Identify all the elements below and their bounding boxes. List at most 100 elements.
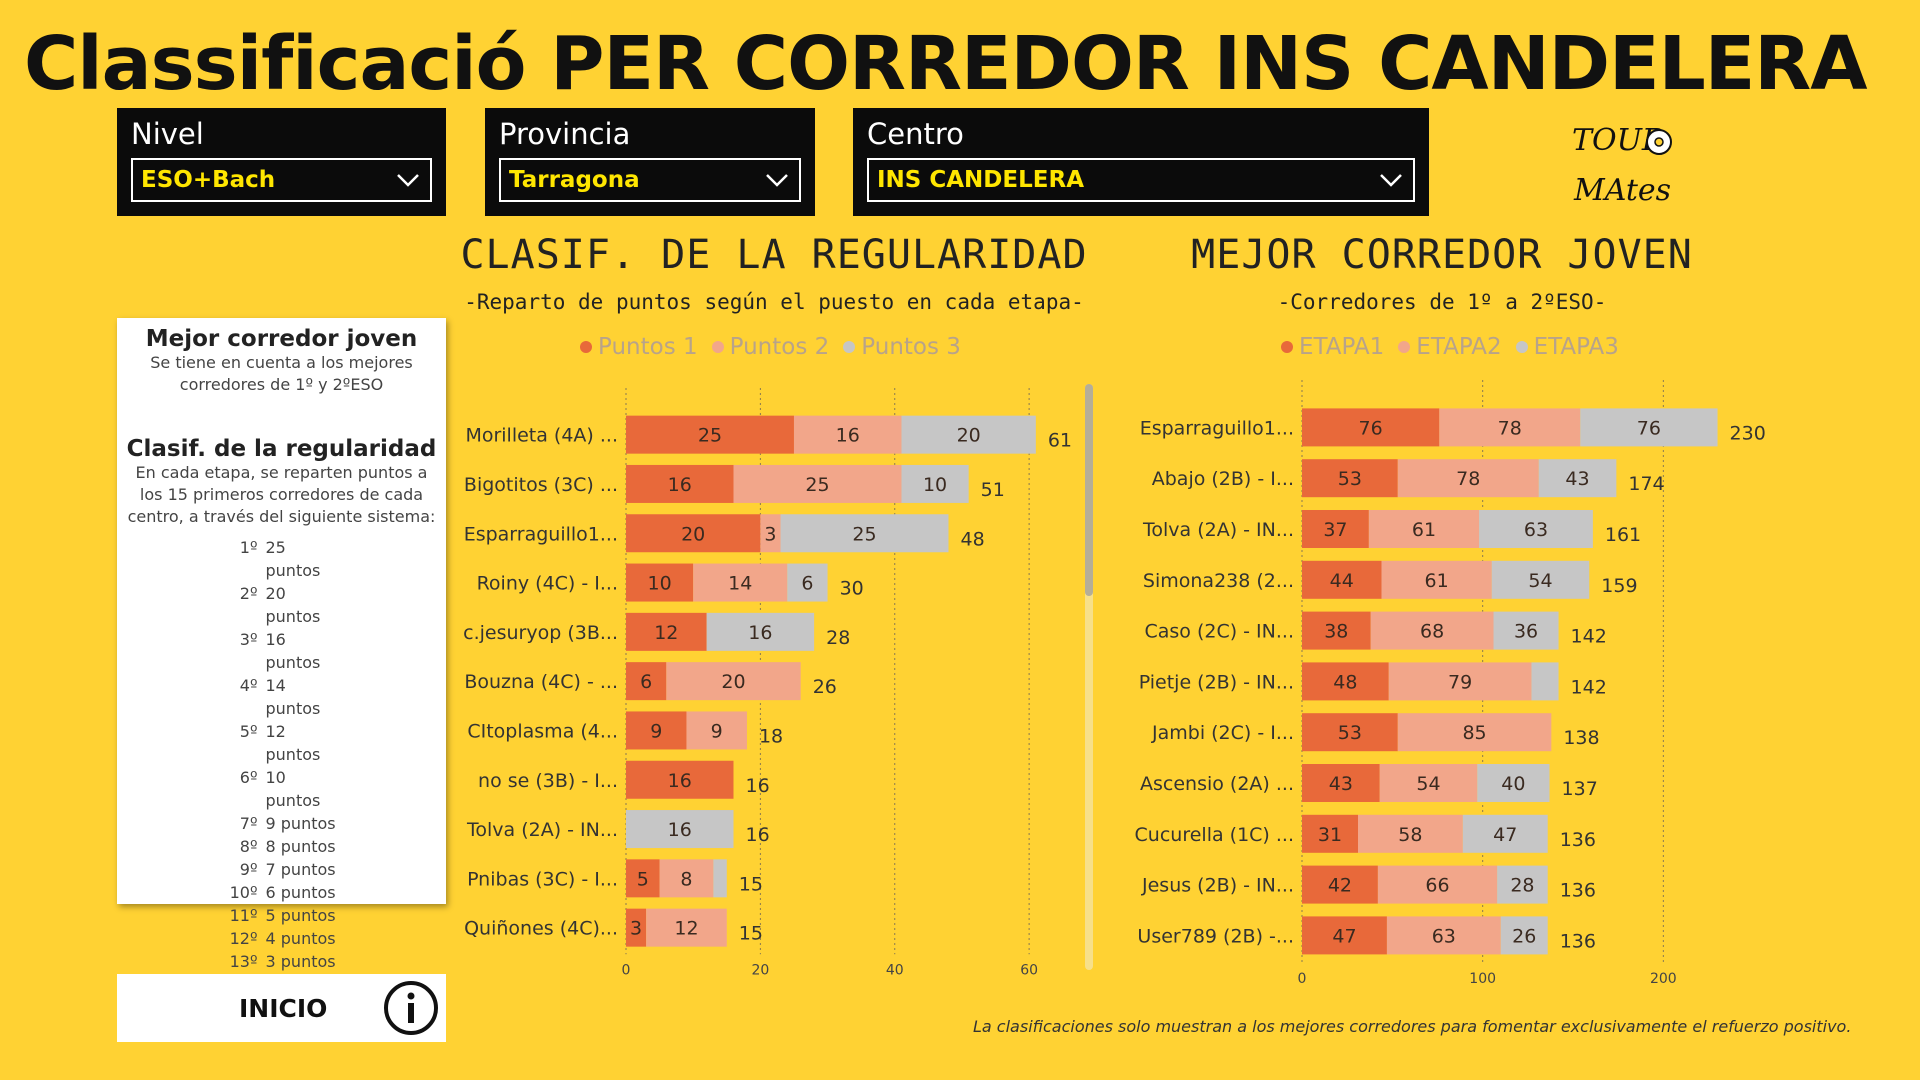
bar-segment[interactable] [901, 464, 969, 503]
bar-segment[interactable] [1370, 611, 1494, 650]
legend-item-puntos3[interactable]: Puntos 3 [843, 334, 961, 360]
category-label: Tolva (2A) - IN... [1142, 519, 1294, 541]
bar-segment[interactable] [1302, 814, 1359, 853]
bar-segment[interactable] [1302, 611, 1371, 650]
bar-segment[interactable] [1302, 408, 1440, 447]
bar-data-label: 53 [1338, 722, 1362, 744]
bar-segment[interactable] [626, 760, 734, 799]
bar-segment[interactable] [626, 908, 647, 947]
bar-segment[interactable] [1531, 662, 1559, 701]
bar-segment[interactable] [733, 464, 902, 503]
bar-total-label: 16 [746, 824, 770, 846]
bar-segment[interactable] [1479, 510, 1593, 548]
bar-total-label: 15 [739, 923, 763, 945]
bar-data-label: 76 [1359, 417, 1383, 439]
bar-segment[interactable] [626, 514, 761, 553]
chart2-legend: ETAPA1 ETAPA2 ETAPA3 [1281, 334, 1619, 360]
chart2-subtitle: -Corredores de 1º a 2ºESO- [1277, 290, 1607, 314]
bar-segment[interactable] [1580, 408, 1718, 447]
bar-segment[interactable] [1368, 510, 1480, 548]
slicer-nivel-dropdown[interactable]: ESO+Bach [131, 158, 432, 202]
bar-segment[interactable] [1439, 408, 1581, 447]
points-position: 9º [239, 860, 258, 879]
chart1-scrollbar-thumb[interactable] [1085, 384, 1093, 596]
joven-chart: 0 100 200 Esparraguillo1... 76 78 76 230 Abajo (… [1135, 380, 1766, 987]
bar-total-label: 137 [1562, 778, 1598, 800]
legend-item-etapa3[interactable]: ETAPA3 [1515, 334, 1619, 360]
bar-segment[interactable] [1379, 764, 1478, 802]
bar-segment[interactable] [1388, 662, 1532, 701]
bar-segment[interactable] [780, 514, 949, 553]
chart1-scrollbar-track[interactable] [1085, 384, 1093, 970]
bar-segment[interactable] [1386, 916, 1501, 955]
bar-segment[interactable] [1302, 459, 1398, 498]
bar-segment[interactable] [626, 464, 734, 503]
points-row: 7º 9 puntos [125, 812, 438, 835]
chevron-down-icon [1379, 173, 1403, 187]
slicer-provincia-dropdown[interactable]: Tarragona [499, 158, 801, 202]
points-value: 25 puntos [265, 538, 321, 580]
bar-segment[interactable] [1358, 814, 1463, 853]
bar-segment[interactable] [1381, 560, 1492, 599]
bar-segment[interactable] [1538, 459, 1617, 498]
bar-data-label: 79 [1448, 671, 1472, 693]
bar-segment[interactable] [787, 563, 828, 602]
bar-segment[interactable] [713, 859, 727, 898]
bar-segment[interactable] [1397, 459, 1539, 498]
category-label: Jesus (2B) - IN... [1141, 875, 1294, 897]
bar-segment[interactable] [1302, 713, 1398, 752]
inicio-button[interactable]: INICIO [117, 974, 446, 1042]
bar-segment[interactable] [626, 662, 667, 701]
bar-segment[interactable] [646, 908, 727, 947]
bar-data-label: 16 [748, 622, 772, 644]
bar-segment[interactable] [1462, 814, 1548, 853]
info-card-title-regularidad: Clasif. de la regularidad [126, 436, 437, 462]
bar-segment[interactable] [626, 711, 687, 750]
bar-total-label: 136 [1560, 880, 1596, 902]
bar-segment[interactable] [1377, 865, 1498, 904]
bar-segment[interactable] [1497, 865, 1548, 904]
bar-segment[interactable] [666, 662, 801, 701]
legend-item-etapa1[interactable]: ETAPA1 [1281, 334, 1384, 360]
bar-segment[interactable] [626, 415, 794, 454]
bar-segment[interactable] [1302, 916, 1387, 955]
tour-mates-logo: TOUR MAtes [1566, 108, 1676, 214]
bar-data-label: 28 [1510, 875, 1534, 897]
bar-data-label: 44 [1330, 570, 1354, 592]
bar-segment[interactable] [1397, 713, 1552, 752]
bar-segment[interactable] [1302, 560, 1382, 599]
legend-item-puntos1[interactable]: Puntos 1 [580, 334, 698, 360]
bar-data-label: 78 [1456, 468, 1480, 490]
bar-segment[interactable] [1493, 611, 1559, 650]
points-row: 5º 12 puntos [125, 720, 438, 766]
bar-segment[interactable] [693, 563, 788, 602]
bar-segment[interactable] [626, 810, 734, 849]
bar-segment[interactable] [901, 415, 1036, 454]
bar-segment[interactable] [1477, 764, 1550, 802]
bar-segment[interactable] [686, 711, 747, 750]
slicer-centro-dropdown[interactable]: INS CANDELERA [867, 158, 1415, 202]
bar-data-label: 61 [1425, 570, 1449, 592]
bar-segment[interactable] [626, 859, 660, 898]
bar-segment[interactable] [760, 514, 781, 553]
points-row: 11º 5 puntos [125, 904, 438, 927]
bar-segment[interactable] [626, 612, 707, 651]
bar-segment[interactable] [793, 415, 902, 454]
bar-segment[interactable] [1491, 560, 1590, 599]
bar-segment[interactable] [659, 859, 714, 898]
bar-segment[interactable] [1302, 865, 1378, 904]
info-icon[interactable] [383, 980, 439, 1036]
legend-item-etapa2[interactable]: ETAPA2 [1398, 334, 1502, 360]
points-value: 5 puntos [265, 906, 336, 925]
info-card-text-regularidad: En cada etapa, se reparten puntos a los … [127, 463, 436, 526]
points-position: 7º [239, 814, 258, 833]
bar-segment[interactable] [1302, 764, 1380, 802]
logo-text-bottom: MAtes [1573, 173, 1671, 208]
bar-segment[interactable] [626, 563, 694, 602]
bar-data-label: 26 [1512, 925, 1536, 947]
bar-segment[interactable] [1302, 510, 1369, 548]
bar-segment[interactable] [706, 612, 815, 651]
bar-segment[interactable] [1500, 916, 1548, 955]
legend-item-puntos2[interactable]: Puntos 2 [711, 334, 829, 360]
bar-segment[interactable] [1302, 662, 1389, 701]
